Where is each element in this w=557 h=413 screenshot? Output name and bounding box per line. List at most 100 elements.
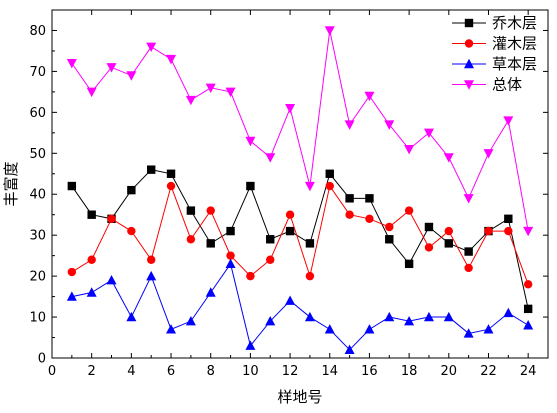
data-point <box>285 226 295 236</box>
data-point <box>225 258 236 269</box>
data-point <box>463 194 474 204</box>
plot-frame <box>51 9 549 359</box>
series-0 <box>67 165 533 314</box>
data-point <box>246 181 255 191</box>
data-point <box>404 315 415 326</box>
data-point <box>285 104 296 114</box>
legend-label: 灌木层 <box>492 35 537 53</box>
data-point <box>443 311 454 322</box>
data-point <box>324 324 335 334</box>
data-point <box>503 116 514 126</box>
data-point <box>404 259 414 269</box>
data-point <box>186 235 196 244</box>
data-point <box>185 95 196 106</box>
data-point <box>285 295 296 305</box>
data-point <box>205 83 216 93</box>
data-point <box>226 226 235 236</box>
data-point <box>126 71 137 81</box>
y-tick-label: 0 <box>38 352 46 367</box>
data-point <box>166 54 177 65</box>
data-point <box>266 255 275 264</box>
data-point <box>305 239 315 248</box>
data-point <box>423 311 434 322</box>
x-axis-title: 样地号 <box>277 388 322 406</box>
x-tick-label: 0 <box>48 364 56 379</box>
y-tick-label: 40 <box>29 188 46 203</box>
data-point <box>365 194 374 203</box>
data-point <box>86 87 97 98</box>
data-point <box>107 214 116 223</box>
data-point <box>245 136 256 147</box>
data-point <box>424 222 434 232</box>
series-line <box>71 30 529 232</box>
data-point <box>266 235 275 244</box>
legend-label: 草本层 <box>492 55 537 73</box>
data-point <box>106 63 117 73</box>
x-tick-label: 24 <box>520 364 537 379</box>
data-point <box>404 206 414 215</box>
data-point <box>225 87 236 98</box>
data-point <box>483 149 494 159</box>
series-1 <box>67 181 533 289</box>
data-point <box>106 275 117 285</box>
data-point <box>345 210 354 219</box>
y-tick-label: 20 <box>29 270 46 285</box>
data-point <box>424 243 434 252</box>
x-tick-label: 14 <box>321 364 338 379</box>
legend-marker <box>464 58 474 69</box>
data-point <box>304 311 315 322</box>
data-point <box>523 320 534 330</box>
data-point <box>265 153 276 163</box>
data-point <box>226 251 235 260</box>
data-point <box>483 324 494 334</box>
data-point <box>166 181 176 191</box>
data-point <box>443 153 454 163</box>
data-point <box>523 226 534 237</box>
data-point <box>127 185 136 195</box>
data-point <box>324 26 335 36</box>
series-2 <box>66 258 534 355</box>
legend-label: 乔木层 <box>492 14 537 32</box>
x-tick-label: 4 <box>127 364 135 379</box>
data-point <box>345 194 354 203</box>
data-point <box>344 120 355 130</box>
data-point <box>464 263 473 273</box>
data-point <box>126 311 137 322</box>
data-point <box>66 59 77 69</box>
data-point <box>285 210 295 219</box>
data-point <box>503 307 514 318</box>
data-point <box>147 255 156 264</box>
data-point <box>444 226 453 236</box>
legend-marker <box>464 80 474 90</box>
x-tick-label: 12 <box>282 364 299 379</box>
y-tick-label: 60 <box>29 106 46 121</box>
y-tick-label: 30 <box>29 229 46 244</box>
x-tick-label: 8 <box>207 364 215 379</box>
data-point <box>265 315 276 326</box>
data-point <box>404 145 415 155</box>
data-point <box>206 206 215 215</box>
data-point <box>87 210 96 219</box>
data-point <box>146 270 157 281</box>
x-tick-label: 6 <box>167 364 175 379</box>
data-point <box>423 128 434 139</box>
data-point <box>206 239 215 248</box>
data-point <box>304 181 315 192</box>
data-point <box>385 235 394 244</box>
legend-marker <box>464 39 474 48</box>
x-tick-label: 16 <box>361 364 378 379</box>
data-point <box>464 247 473 256</box>
data-point <box>166 169 176 178</box>
data-point <box>205 287 216 297</box>
y-tick-label: 70 <box>29 65 46 80</box>
data-point <box>364 324 375 334</box>
legend-label: 总体 <box>492 76 522 94</box>
data-point <box>523 280 533 289</box>
data-point <box>146 42 157 53</box>
x-tick-label: 10 <box>242 364 259 379</box>
y-tick-label: 50 <box>29 147 46 162</box>
data-point <box>246 271 255 281</box>
